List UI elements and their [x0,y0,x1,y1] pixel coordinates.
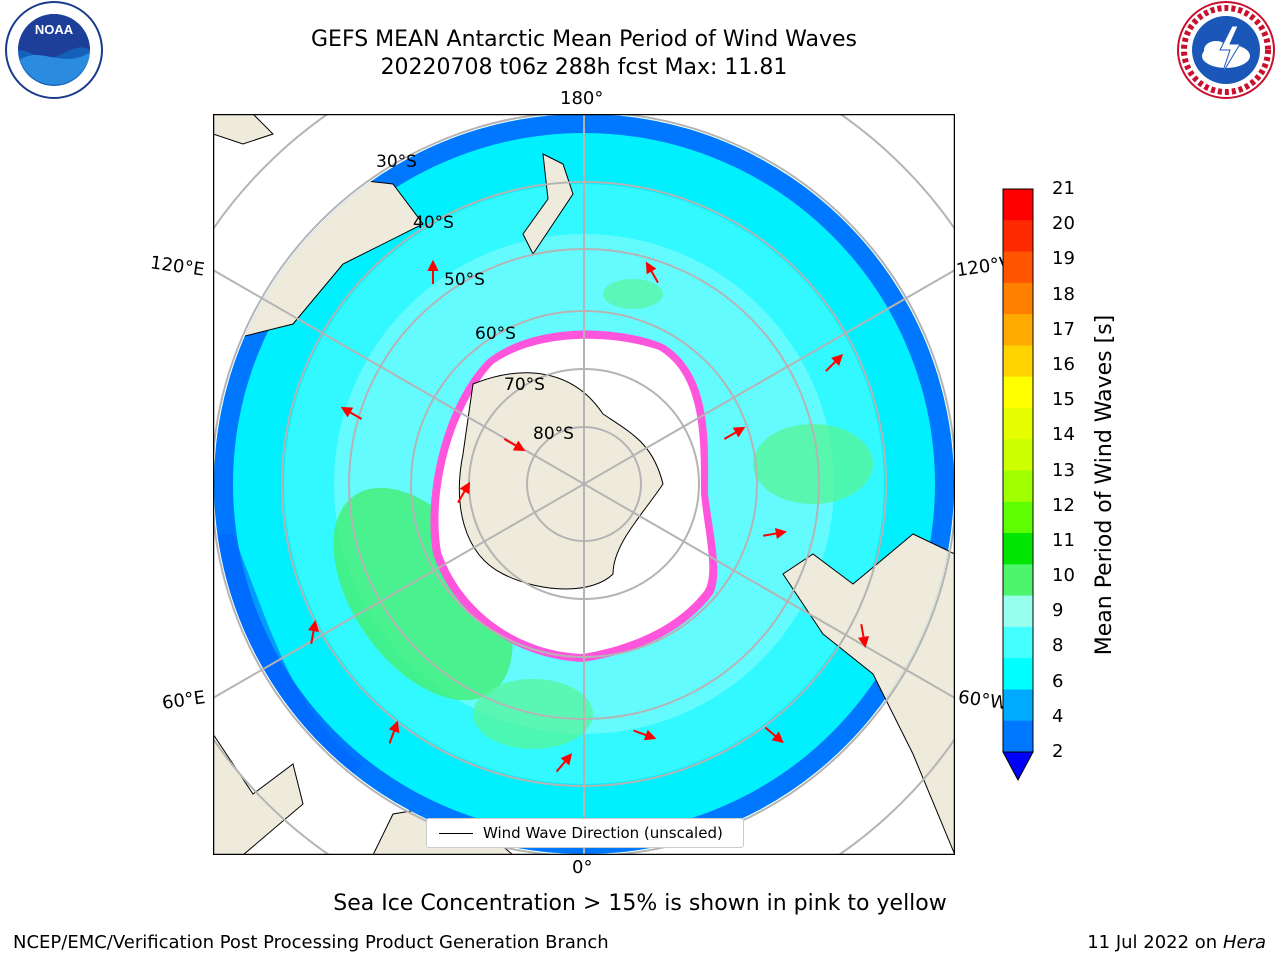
colorbar-band [1003,407,1033,440]
sea-ice-note: Sea Ice Concentration > 15% is shown in … [333,891,947,916]
colorbar-tick-label: 9 [1052,600,1064,622]
lat-label-70s: 70°S [504,375,545,395]
colorbar-tick-label: 8 [1052,635,1064,657]
colorbar-tick-label: 20 [1052,213,1075,235]
colorbar-band [1003,533,1033,565]
lat-label-40s: 40°S [413,213,454,233]
colorbar-tick-label: 13 [1052,459,1075,481]
colorbar-tick-label: 18 [1052,283,1075,305]
colorbar-tick-label: 2 [1052,741,1064,762]
colorbar [1002,188,1034,782]
lon-label-120e: 120°E [148,252,206,281]
noaa-logo-text: NOAA [35,22,74,37]
legend-label: Wind Wave Direction (unscaled) [483,824,723,842]
credit-right: 11 Jul 2022 on Hera [1087,932,1266,953]
colorbar-band [1003,282,1033,315]
colorbar-band [1003,689,1033,722]
colorbar-tick-label: 19 [1052,248,1075,270]
lon-label-60e: 60°E [160,687,207,714]
lat-label-50s: 50°S [444,270,485,290]
colorbar-band [1003,595,1033,628]
chart-title: GEFS MEAN Antarctic Mean Period of Wind … [311,27,857,52]
colorbar-band [1003,189,1033,221]
colorbar-band [1003,220,1033,253]
lon-label-0: 0° [572,857,593,878]
colorbar-band [1003,470,1033,503]
credit-host: Hera [1222,932,1266,953]
colorbar-band [1003,626,1033,659]
colorbar-tick-label: 10 [1052,565,1075,587]
colorbar-tick-label: 12 [1052,494,1075,516]
lat-label-80s: 80°S [533,424,574,444]
colorbar-band [1003,376,1033,409]
colorbar-band [1003,345,1033,378]
colorbar-band [1003,720,1033,753]
lon-label-180: 180° [560,88,604,109]
noaa-logo: NOAA [5,1,103,99]
chart-subtitle: 20220708 t06z 288h fcst Max: 11.81 [380,55,788,80]
colorbar-tick-label: 6 [1052,670,1064,692]
colorbar-band [1003,251,1033,284]
colorbar-tick-label: 14 [1052,424,1075,446]
colorbar-label: Mean Period of Wind Waves [s] [1091,314,1117,656]
colorbar-tick-label: 21 [1052,178,1075,199]
legend-line-icon [439,832,473,834]
polar-map [213,114,955,855]
colorbar-band [1003,501,1033,534]
colorbar-band [1003,658,1033,690]
lat-label-60s: 60°S [475,324,516,344]
colorbar-extend-arrow [1002,751,1034,782]
colorbar-tick-label: 17 [1052,318,1075,340]
credit-date: 11 Jul 2022 on [1087,932,1223,953]
nws-logo [1177,1,1275,99]
colorbar-tick-label: 11 [1052,529,1075,551]
lat-label-30s: 30°S [376,152,417,172]
colorbar-band [1003,314,1033,346]
colorbar-band [1003,439,1033,471]
colorbar-tick-label: 15 [1052,389,1075,411]
colorbar-tick-label: 16 [1052,353,1075,375]
colorbar-band [1003,564,1033,597]
map-legend: Wind Wave Direction (unscaled) [426,818,744,848]
credit-left: NCEP/EMC/Verification Post Processing Pr… [13,932,609,953]
colorbar-tick-label: 4 [1052,705,1064,727]
